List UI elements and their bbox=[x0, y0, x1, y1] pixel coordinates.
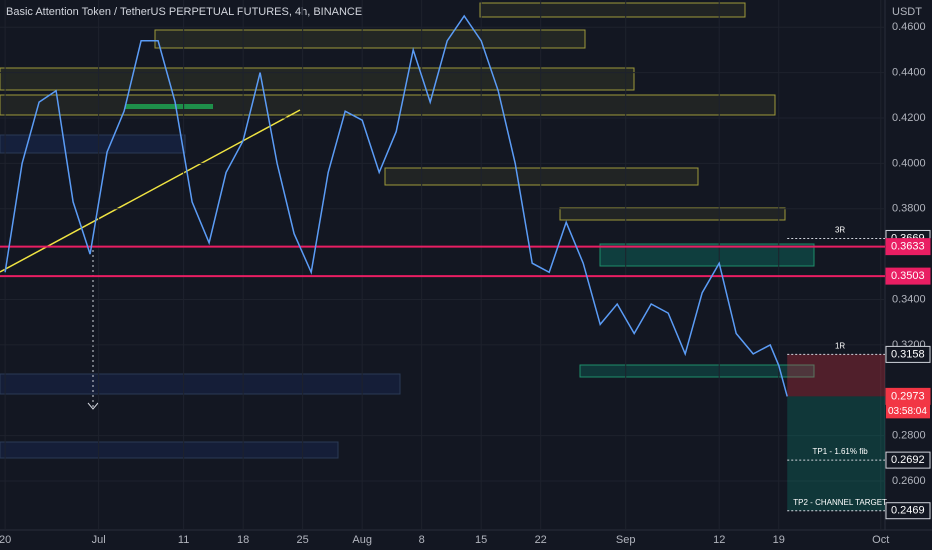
price-line bbox=[4, 14, 788, 397]
price-label: 0.3158 bbox=[891, 348, 925, 360]
y-tick-label: 0.4000 bbox=[892, 157, 926, 169]
y-tick-label: 0.2600 bbox=[892, 475, 926, 487]
annotation: 1R bbox=[835, 342, 845, 351]
x-tick-label: 19 bbox=[773, 534, 785, 546]
decorations bbox=[0, 0, 932, 531]
x-tick-label: Jul bbox=[92, 534, 106, 546]
y-tick-label: 0.4400 bbox=[892, 67, 926, 79]
y-tick-label: 0.3800 bbox=[892, 203, 926, 215]
annotation: TP1 - 1.61% fib bbox=[813, 447, 869, 456]
zone bbox=[0, 373, 401, 395]
y-tick-label: 0.4200 bbox=[892, 112, 926, 124]
y-tick-label: 0.2800 bbox=[892, 430, 926, 442]
price-label-box bbox=[885, 451, 931, 469]
x-tick-label: 20 bbox=[0, 534, 11, 546]
price-label: 0.2692 bbox=[891, 454, 925, 466]
zone bbox=[479, 2, 746, 18]
x-tick-label: 11 bbox=[178, 534, 189, 546]
zone bbox=[0, 94, 776, 116]
countdown: 03:58:04 bbox=[888, 406, 927, 417]
risk-zone bbox=[787, 354, 885, 397]
annotation: 3R bbox=[835, 226, 845, 235]
x-tick-label: 12 bbox=[713, 534, 725, 546]
price-label-box bbox=[885, 502, 931, 520]
price-label-box bbox=[885, 267, 931, 285]
y-tick-label: 0.3400 bbox=[892, 293, 926, 305]
price-label-box bbox=[885, 345, 931, 363]
zone bbox=[0, 441, 339, 459]
zone bbox=[125, 104, 213, 109]
price-label: 0.2973 bbox=[891, 390, 925, 402]
price-label: 0.3633 bbox=[891, 241, 925, 253]
price-label: 0.2469 bbox=[891, 505, 925, 517]
zone bbox=[579, 364, 815, 378]
trend-line bbox=[0, 109, 301, 273]
arrow-head bbox=[87, 402, 99, 410]
zone bbox=[559, 207, 786, 221]
annotation: TP2 - CHANNEL TARGET bbox=[793, 498, 887, 507]
y-tick-label: 0.4600 bbox=[892, 21, 926, 33]
x-tick-label: 8 bbox=[419, 534, 425, 546]
price-label-box bbox=[885, 238, 931, 256]
axis-unit: USDT bbox=[892, 6, 922, 18]
x-tick-label: 25 bbox=[297, 534, 309, 546]
zone bbox=[384, 167, 699, 186]
price-label: 0.3503 bbox=[891, 270, 925, 282]
x-tick-label: 15 bbox=[475, 534, 487, 546]
zone bbox=[0, 134, 186, 154]
zone bbox=[599, 243, 815, 267]
x-tick-label: Aug bbox=[352, 534, 372, 546]
x-tick-label: 18 bbox=[237, 534, 249, 546]
reward-zone bbox=[787, 396, 885, 511]
zone bbox=[0, 67, 635, 91]
x-tick-label: Oct bbox=[872, 534, 889, 546]
x-tick-label: 22 bbox=[535, 534, 547, 546]
zone bbox=[154, 29, 586, 49]
x-tick-label: Sep bbox=[616, 534, 636, 546]
countdown-box bbox=[886, 404, 930, 419]
